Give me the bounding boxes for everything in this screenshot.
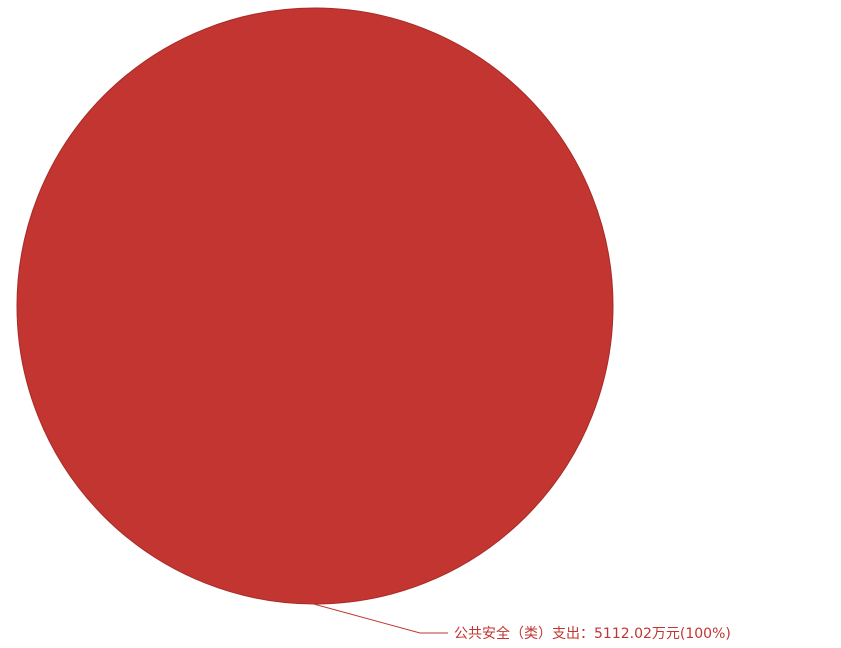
slice-leader-line: [309, 602, 448, 634]
pie-slice[interactable]: [16, 7, 614, 605]
pie-slices: [16, 7, 614, 605]
label-leader-lines: [309, 602, 448, 634]
slice-labels: 公共安全（类）支出：5112.02万元(100%): [454, 625, 731, 642]
slice-label: 公共安全（类）支出：5112.02万元(100%): [454, 625, 731, 642]
